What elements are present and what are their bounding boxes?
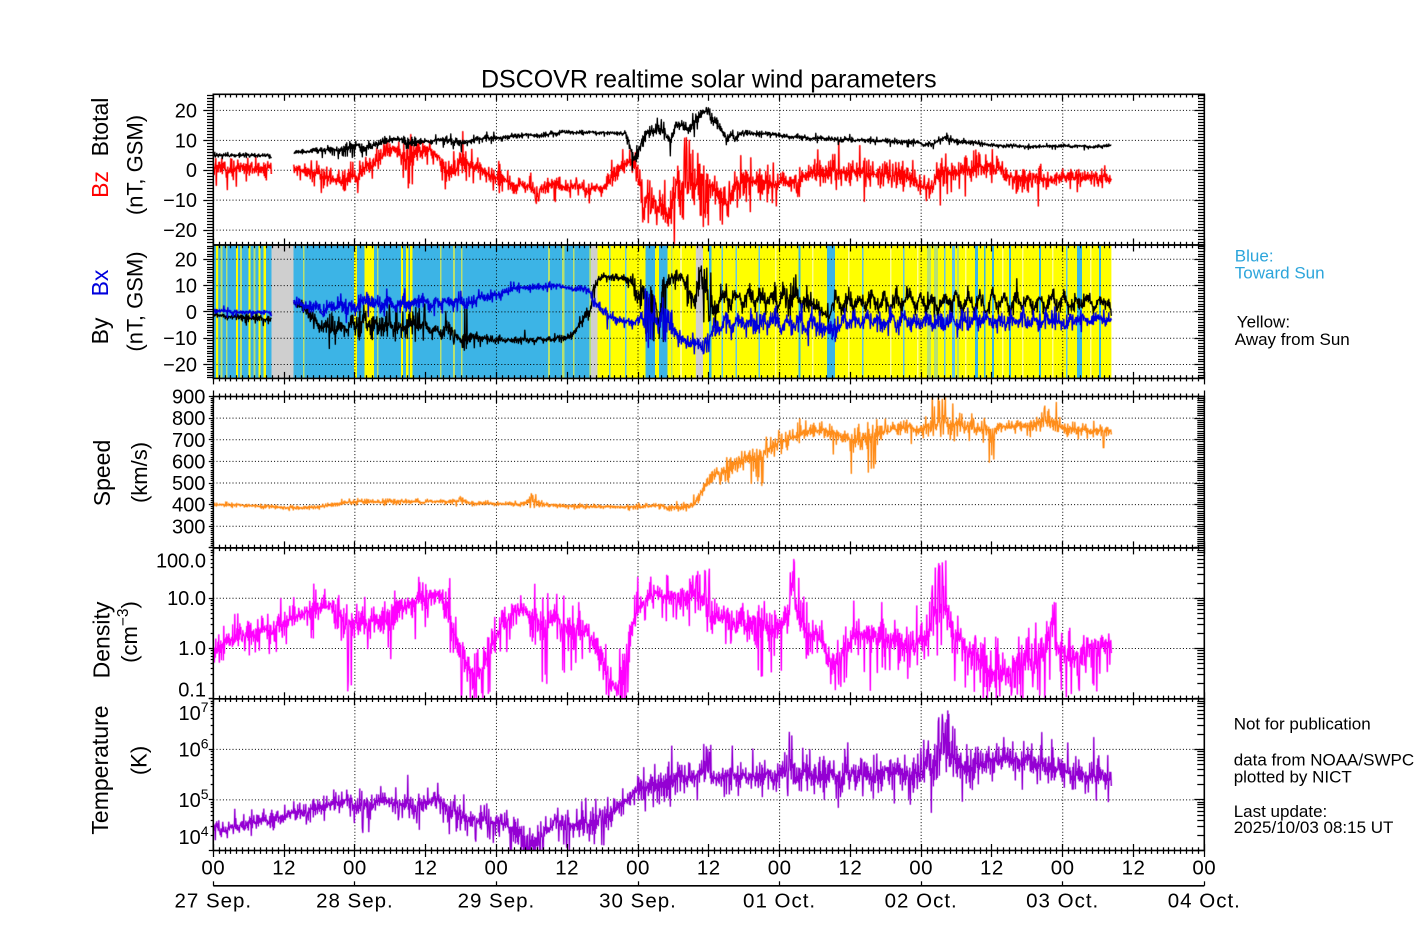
svg-text:00: 00 [909,857,933,880]
svg-text:00: 00 [201,857,225,880]
svg-text:600: 600 [172,451,205,473]
svg-text:Yellow:: Yellow: [1237,312,1290,331]
svg-text:Bz: Bz [87,171,113,198]
svg-text:0: 0 [186,160,197,182]
svg-text:12: 12 [272,857,296,880]
svg-text:(K): (K) [127,746,152,775]
svg-text:2025/10/03 08:15 UT: 2025/10/03 08:15 UT [1234,818,1394,837]
svg-text:Toward Sun: Toward Sun [1235,263,1325,282]
svg-text:00: 00 [1192,857,1216,880]
svg-text:By: By [87,317,113,344]
svg-text:04 Oct.: 04 Oct. [1168,889,1241,912]
svg-text:Last update:: Last update: [1234,802,1328,821]
svg-text:700: 700 [172,430,205,452]
svg-text:500: 500 [172,473,205,495]
svg-text:0.1: 0.1 [178,680,206,702]
svg-text:00: 00 [484,857,508,880]
svg-text:12: 12 [980,857,1004,880]
svg-text:−10: −10 [163,190,197,212]
svg-text:12: 12 [1122,857,1146,880]
svg-text:00: 00 [343,857,367,880]
svg-text:00: 00 [626,857,650,880]
svg-text:100.0: 100.0 [156,551,206,573]
svg-text:300: 300 [172,516,205,538]
svg-text:Bx: Bx [87,269,113,296]
svg-text:10: 10 [175,130,197,152]
svg-text:(km/s): (km/s) [127,442,152,503]
svg-text:00: 00 [768,857,792,880]
svg-text:0: 0 [186,302,197,324]
svg-text:−20: −20 [163,220,197,242]
svg-text:1.0: 1.0 [178,638,206,660]
svg-text:800: 800 [172,408,205,430]
svg-text:02 Oct.: 02 Oct. [885,889,958,912]
svg-text:20: 20 [175,249,197,271]
svg-text:Temperature: Temperature [87,705,113,834]
svg-text:29 Sep.: 29 Sep. [458,889,536,912]
svg-text:(nT, GSM): (nT, GSM) [123,251,148,351]
svg-text:plotted by NICT: plotted by NICT [1234,767,1352,786]
svg-text:Away from Sun: Away from Sun [1235,330,1350,349]
svg-text:12: 12 [697,857,721,880]
svg-text:30 Sep.: 30 Sep. [599,889,677,912]
svg-text:10.0: 10.0 [167,588,206,610]
svg-text:Not for publication: Not for publication [1234,715,1371,734]
svg-text:12: 12 [555,857,579,880]
svg-text:01 Oct.: 01 Oct. [743,889,816,912]
svg-text:data from NOAA/SWPC: data from NOAA/SWPC [1234,750,1414,769]
svg-text:00: 00 [1051,857,1075,880]
svg-text:DSCOVR realtime solar wind par: DSCOVR realtime solar wind parameters [481,66,937,94]
svg-text:−20: −20 [163,355,197,377]
svg-text:−10: −10 [163,328,197,350]
svg-text:Btotal: Btotal [87,98,113,157]
svg-text:20: 20 [175,100,197,122]
svg-text:12: 12 [838,857,862,880]
svg-text:10: 10 [175,276,197,298]
svg-text:(nT, GSM): (nT, GSM) [123,115,148,215]
svg-text:Density: Density [88,601,114,678]
svg-text:12: 12 [414,857,438,880]
svg-text:Speed: Speed [89,440,115,507]
svg-text:27 Sep.: 27 Sep. [174,889,252,912]
svg-text:03 Oct.: 03 Oct. [1026,889,1099,912]
svg-text:28 Sep.: 28 Sep. [316,889,394,912]
svg-text:Blue:: Blue: [1235,247,1274,266]
svg-text:400: 400 [172,495,205,517]
svg-text:900: 900 [172,387,205,409]
